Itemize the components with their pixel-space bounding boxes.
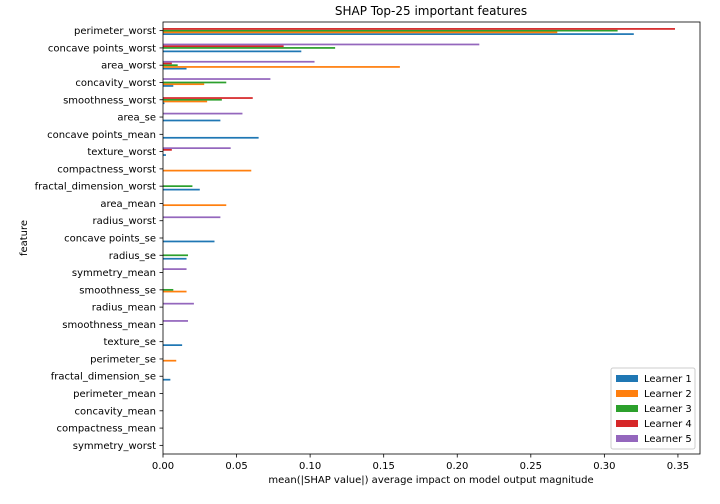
y-tick-label: smoothness_worst bbox=[63, 95, 156, 106]
y-tick-label: concave points_se bbox=[64, 234, 156, 245]
bar-learner-1 bbox=[163, 240, 215, 243]
legend-label: Learner 4 bbox=[644, 419, 692, 430]
chart-title: SHAP Top-25 important features bbox=[335, 4, 527, 18]
bar-learner-2 bbox=[163, 204, 227, 207]
y-tick-label: symmetry_worst bbox=[73, 441, 156, 452]
bar-learner-3 bbox=[163, 29, 618, 32]
x-tick-label: 0.05 bbox=[225, 461, 247, 472]
bar-learner-3 bbox=[163, 64, 178, 67]
bar-learner-1 bbox=[163, 33, 634, 35]
legend-swatch bbox=[616, 405, 638, 412]
bar-learner-5 bbox=[163, 78, 271, 80]
bar-learner-1 bbox=[163, 102, 165, 105]
y-tick-label: perimeter_worst bbox=[74, 26, 156, 37]
plot-frame bbox=[162, 21, 701, 455]
y-tick-label: perimeter_se bbox=[90, 354, 156, 365]
x-tick-label: 0.15 bbox=[373, 461, 395, 472]
x-tick-label: 0.00 bbox=[152, 461, 174, 472]
y-tick-label: symmetry_mean bbox=[72, 268, 156, 279]
y-tick-label: concavity_mean bbox=[75, 406, 156, 417]
y-tick-label: radius_mean bbox=[92, 303, 156, 314]
x-tick-label: 0.20 bbox=[446, 461, 468, 472]
legend-swatch bbox=[616, 390, 638, 397]
y-tick-label: area_se bbox=[117, 113, 156, 124]
bar-learner-2 bbox=[163, 66, 400, 68]
bar-learner-1 bbox=[163, 378, 171, 381]
y-tick-label: concave points_worst bbox=[48, 43, 156, 54]
bar-learner-5 bbox=[163, 43, 480, 46]
y-tick-label: fractal_dimension_worst bbox=[35, 182, 157, 193]
y-tick-label: radius_se bbox=[109, 251, 156, 262]
bar-learner-2 bbox=[163, 290, 187, 293]
bar-learner-5 bbox=[163, 60, 315, 63]
bar-learner-3 bbox=[163, 288, 174, 291]
bar-learner-5 bbox=[163, 302, 194, 305]
y-tick-label: compactness_mean bbox=[56, 424, 156, 435]
bar-learner-5 bbox=[163, 216, 221, 219]
x-tick-label: 0.30 bbox=[593, 461, 615, 472]
y-tick-label: texture_se bbox=[104, 337, 156, 348]
bar-learner-1 bbox=[163, 344, 183, 346]
bar-learner-4 bbox=[163, 97, 253, 99]
bar-learner-5 bbox=[163, 147, 231, 150]
y-tick-label: radius_worst bbox=[93, 216, 157, 227]
legend-box bbox=[610, 367, 696, 450]
x-tick-label: 0.10 bbox=[299, 461, 321, 472]
y-tick-label: concavity_worst bbox=[75, 78, 156, 89]
bar-learner-3 bbox=[163, 254, 189, 257]
y-tick-label: compactness_worst bbox=[57, 164, 156, 175]
y-tick-label: area_worst bbox=[101, 61, 156, 72]
bar-learner-5 bbox=[163, 112, 243, 115]
bar-learner-4 bbox=[163, 149, 172, 151]
bar-learner-2 bbox=[163, 31, 558, 34]
bar-learner-2 bbox=[163, 83, 205, 86]
bar-learner-5 bbox=[163, 268, 187, 270]
bar-learner-4 bbox=[163, 45, 284, 48]
legend-swatch bbox=[616, 420, 638, 427]
y-tick-label: concave points_mean bbox=[47, 130, 156, 141]
x-tick-label: 0.35 bbox=[667, 461, 689, 472]
y-tick-label: texture_worst bbox=[87, 147, 156, 158]
legend-swatch bbox=[616, 375, 638, 382]
bar-learner-2 bbox=[163, 359, 177, 362]
x-tick-label: 0.25 bbox=[520, 461, 542, 472]
bar-learner-1 bbox=[163, 85, 174, 87]
bar-learner-5 bbox=[163, 320, 189, 322]
bars-group bbox=[163, 28, 675, 381]
bar-learner-4 bbox=[163, 62, 172, 65]
bar-learner-4 bbox=[163, 28, 675, 30]
y-tick-label: smoothness_se bbox=[79, 285, 156, 296]
bar-learner-1 bbox=[163, 136, 259, 139]
bar-learner-1 bbox=[163, 67, 187, 70]
x-axis-label: mean(|SHAP value|) average impact on mod… bbox=[268, 475, 593, 486]
bar-learner-3 bbox=[163, 81, 227, 84]
bar-learner-2 bbox=[163, 100, 208, 103]
y-tick-label: perimeter_mean bbox=[73, 389, 156, 400]
bar-learner-3 bbox=[163, 98, 222, 101]
legend: Learner 1 Learner 2 Learner 3 Learner 4 Lear… bbox=[610, 367, 696, 450]
y-tick-label: area_mean bbox=[100, 199, 156, 210]
bar-learner-1 bbox=[163, 188, 200, 191]
bar-learner-1 bbox=[163, 154, 166, 156]
bar-learner-3 bbox=[163, 47, 336, 49]
bar-learner-1 bbox=[163, 50, 302, 53]
legend-label: Learner 1 bbox=[644, 374, 692, 385]
y-axis-label: feature bbox=[19, 220, 30, 256]
legend-label: Learner 2 bbox=[644, 389, 692, 400]
legend-swatch bbox=[616, 435, 638, 442]
bar-learner-2 bbox=[163, 169, 252, 172]
y-tick-label: fractal_dimension_se bbox=[51, 372, 156, 383]
y-tick-label: smoothness_mean bbox=[62, 320, 156, 331]
legend-label: Learner 5 bbox=[644, 434, 692, 445]
bar-learner-3 bbox=[163, 185, 193, 188]
bar-learner-1 bbox=[163, 119, 221, 122]
legend-label: Learner 3 bbox=[644, 404, 692, 415]
bar-learner-1 bbox=[163, 257, 187, 260]
